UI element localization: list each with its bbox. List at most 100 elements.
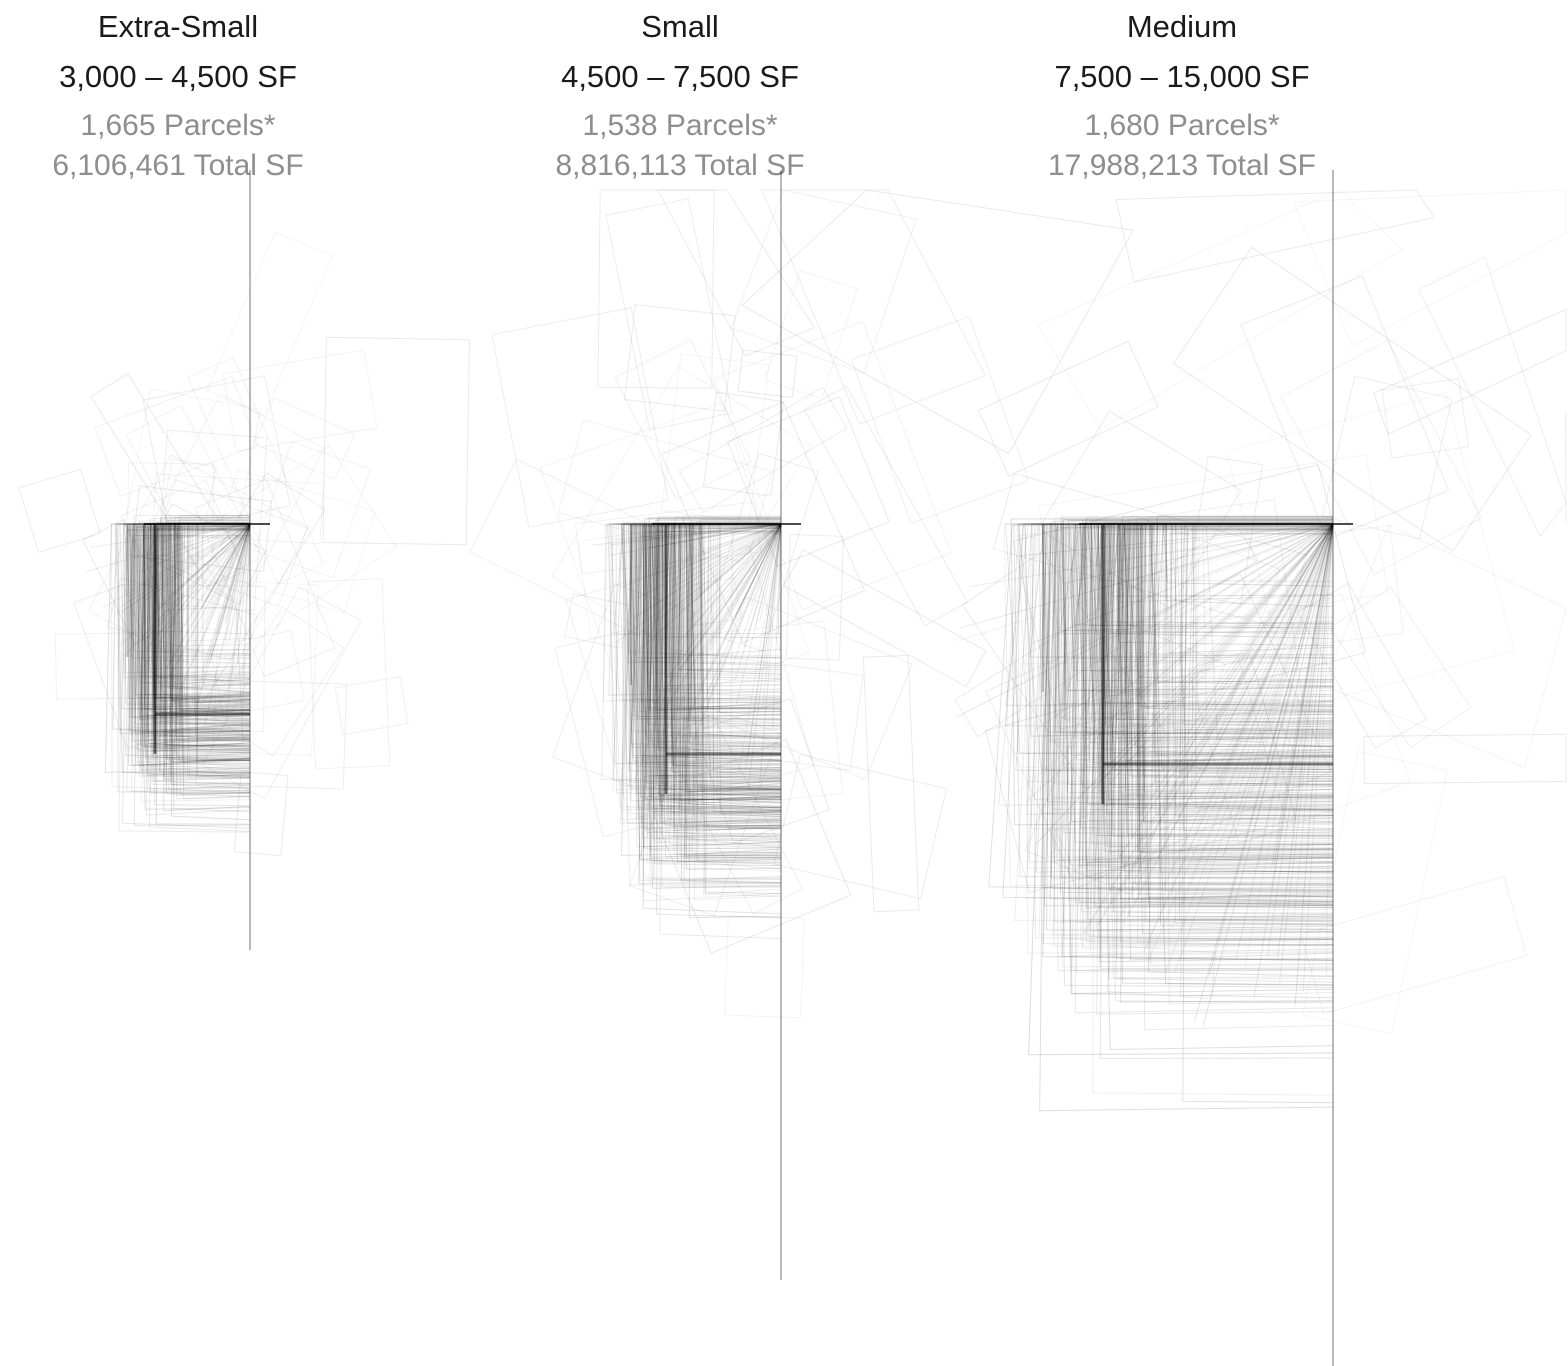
parcel-outline [169,523,251,713]
parcel-diagonal [1109,523,1334,785]
parcel-outline [1164,523,1334,852]
parcel-outline [178,523,251,730]
parcel-outline [1088,523,1334,707]
parcel-diagonal [1291,523,1334,826]
parcel-outline [1079,523,1334,809]
parcel-outlier [713,321,952,611]
parcel-outline [150,523,251,647]
parcel-diagonal [1277,523,1334,958]
parcel-outline [648,523,782,691]
parcel-outline [1004,523,1334,733]
parcel-outline [126,523,251,793]
parcel-outline [673,523,782,812]
parcel-outline [1097,523,1334,694]
group-name: Extra-Small [97,9,259,44]
parcel-diagonal [777,523,782,634]
parcel-outline [1053,518,1334,733]
parcel-outline [1055,523,1334,706]
parcel-outline [1108,523,1334,771]
parcel-outline [1056,523,1334,860]
parcel-outline [635,523,782,718]
parcel-outline [673,523,782,765]
parcel-diagonal [1235,523,1334,721]
parcel-outlier [773,753,948,900]
parcel-outline [1146,523,1333,715]
parcel-outline [643,523,782,850]
parcel-outline [159,523,251,731]
parcel-diagonal [667,523,782,544]
parcel-outlier [491,307,669,528]
parcel-outline [663,523,782,771]
parcel-outline [181,523,251,642]
parcel-diagonal [772,523,782,729]
parcel-outline [176,523,251,692]
parcel-outline [1149,523,1334,770]
parcel-outline [1180,523,1334,997]
parcel-outline [649,523,782,711]
parcel-outline [1070,523,1334,904]
group-size-range: 3,000 – 4,500 SF [59,59,297,94]
parcel-outline [175,523,251,796]
parcel-outline [1122,523,1334,739]
parcel-outline [630,523,782,802]
parcel-outline [662,525,782,683]
parcel-outline [1141,523,1334,926]
parcel-outline [688,523,782,861]
group-size-range: 4,500 – 7,500 SF [561,59,799,94]
parcel-diagonal [1126,523,1334,919]
parcel-outline [172,523,251,657]
parcel-diagonal [195,523,251,708]
parcel-diagonal [155,523,251,609]
parcel-outlier [1024,620,1226,895]
parcel-outline [652,523,782,795]
parcel-outline [1024,523,1334,902]
parcel-outline [655,520,782,777]
parcel-outlier [783,549,987,688]
parcel-diagonal [704,523,782,543]
parcel-outline [182,523,251,727]
parcel-outline [165,523,251,726]
parcel-outlier [1037,410,1242,610]
parcel-outline [1122,523,1334,681]
parcel-outline [1090,523,1334,931]
parcel-outline [159,523,251,703]
parcel-outline [1147,523,1334,723]
parcel-outline [1094,523,1334,757]
parcel-outline [630,523,782,734]
parcel-outline [159,523,251,694]
parcel-outlier [1321,375,1453,540]
parcel-diagonal [727,523,782,602]
parcel-outline [659,523,782,796]
parcel-outline [169,523,251,730]
parcel-outline [126,523,251,731]
parcel-outlier [126,462,215,557]
parcel-outlier [88,454,310,685]
parcel-outline [160,523,251,725]
parcel-diagonal [1302,523,1334,993]
parcel-outline [1098,523,1334,940]
parcel-outline [1182,523,1334,1104]
parcel-diagonal [705,523,782,550]
parcel-outline [1165,523,1334,654]
parcel-outline [1026,523,1334,869]
parcel-outline [685,523,782,857]
parcel-outline [1097,523,1334,792]
parcel-outline [1058,523,1334,752]
parcel-outline [1179,523,1334,775]
parcel-outline [617,523,782,887]
parcel-outline [172,523,251,685]
parcel-outline [1083,523,1334,938]
parcel-outline [1087,529,1334,921]
parcel-outline [169,516,251,796]
parcel-diagonal [779,523,782,650]
parcel-outline [1137,523,1334,757]
parcel-outline [701,523,782,804]
parcel-outline [1062,519,1334,769]
parcel-outline [1104,523,1334,798]
parcel-outline [1153,523,1334,816]
parcel-diagonal [120,523,251,608]
parcel-outline [683,523,782,859]
parcel-outline [1142,523,1334,1031]
parcel-outline [140,523,251,777]
parcel-outline [156,523,251,737]
